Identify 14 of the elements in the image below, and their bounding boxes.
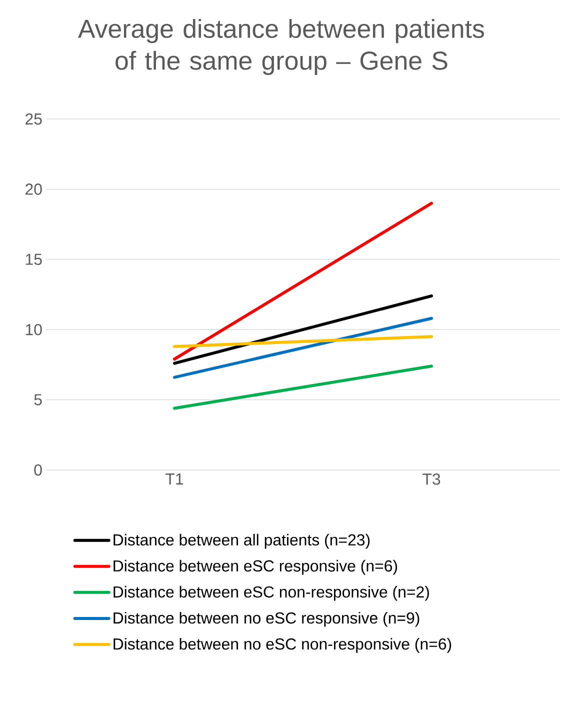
- y-tick-label: 25: [26, 113, 42, 125]
- legend-label: Distance between eSC non-responsive (n=2): [114, 586, 429, 601]
- legend-label: Distance between no eSC responsive (n=9): [114, 612, 420, 627]
- y-tick-label: 15: [26, 254, 42, 265]
- legend-label: Distance between no eSC non-responsive (n=6): [114, 638, 452, 653]
- y-tick-label: 20: [26, 184, 42, 195]
- legend-label: Distance between eSC responsive (n=6): [114, 560, 398, 575]
- chart-title: Average distance between patients of the same group – Gene S: [78, 18, 484, 76]
- y-tick-label: 5: [34, 394, 42, 406]
- y-tick-label: 10: [26, 324, 42, 336]
- legend-label: Distance between all patients (n=23): [114, 534, 370, 549]
- x-tick-label: T3: [422, 474, 440, 485]
- y-tick-label: 0: [34, 464, 42, 476]
- x-tick-label: T1: [166, 474, 184, 484]
